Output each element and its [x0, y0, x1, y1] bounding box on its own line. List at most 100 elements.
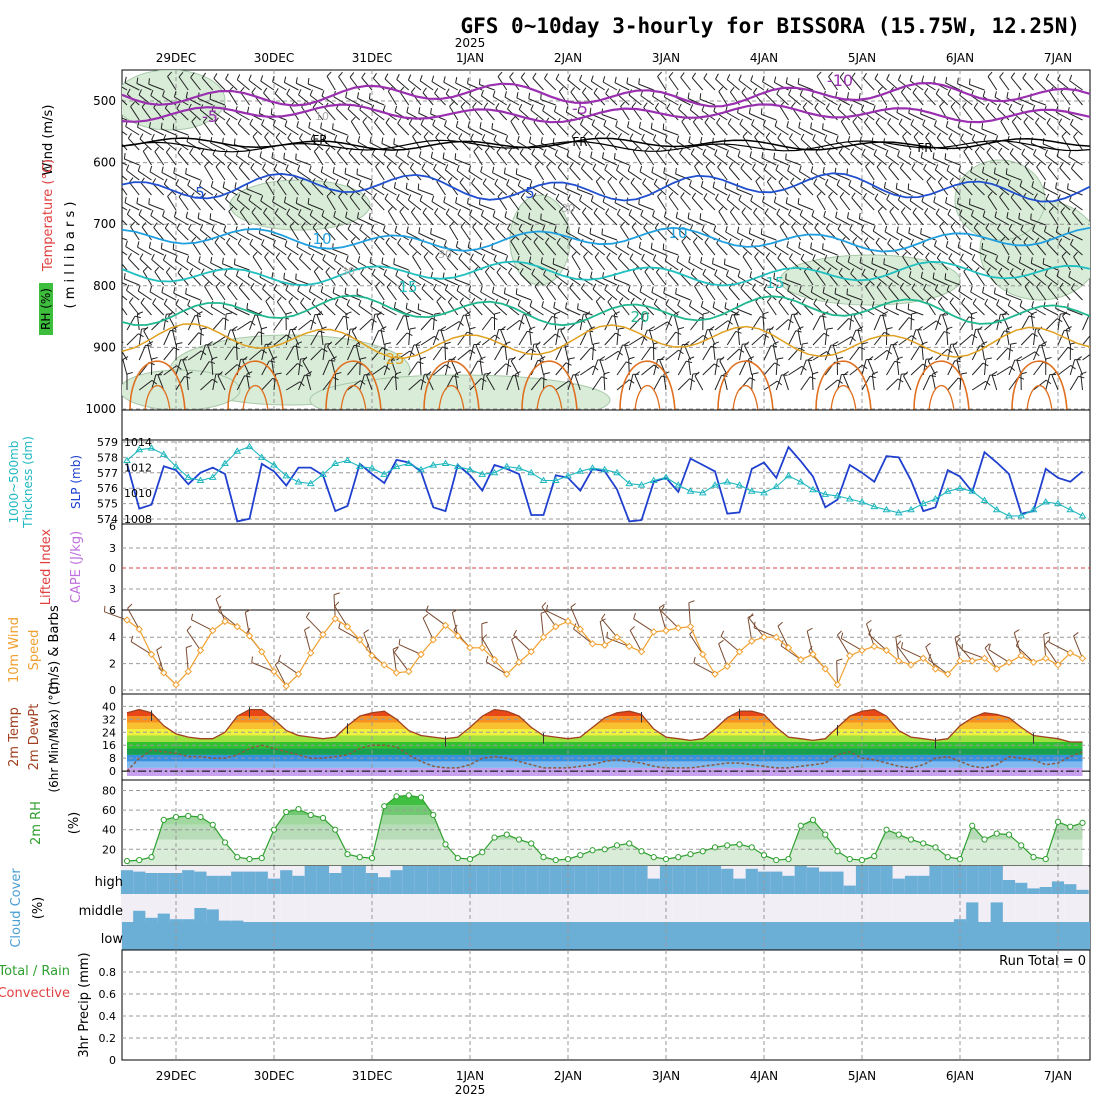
wind-barb-flag [838, 267, 843, 274]
wind-barb-flag [412, 131, 417, 137]
wind-barb-flag [325, 267, 331, 273]
wind-barb [773, 278, 789, 286]
wind-barb [602, 277, 618, 286]
rh-point [479, 849, 486, 856]
wind-barb-flag [835, 211, 838, 218]
wind-barb [798, 127, 814, 136]
wind-barb [701, 186, 716, 196]
wind-barb [974, 271, 985, 286]
wind-barb-flag [497, 191, 503, 197]
cloud-cell [500, 866, 513, 894]
wind-barb-flag [632, 146, 638, 152]
wind-barb [1024, 286, 1034, 301]
wind-barb-flag [642, 298, 647, 304]
wind-barb [484, 271, 495, 286]
wind-barb [484, 151, 495, 166]
wind-barb [579, 314, 584, 331]
wind-barb [209, 218, 226, 226]
wind-barb [435, 257, 446, 271]
wind-barb [984, 374, 991, 391]
wind-speed-point [833, 681, 842, 689]
wind-barb [900, 91, 912, 106]
wind-barb-flag [1039, 344, 1046, 347]
wind-barb-flag [1076, 356, 1082, 361]
wind-barb-flag [210, 257, 213, 264]
contour-label: 30 [561, 202, 575, 215]
wind-barb [922, 375, 931, 391]
wind-barb-flag [492, 166, 495, 173]
wind-barb-flag [407, 194, 412, 201]
wind-barb [957, 203, 973, 211]
wind-barb [773, 158, 789, 166]
wind-barb [508, 152, 520, 166]
wind-barb-flag [701, 224, 705, 231]
wind-barb-flag [185, 211, 188, 218]
wind-barb [960, 138, 973, 151]
wind-barb-flag [1068, 150, 1071, 157]
cloud-cell-bg [353, 894, 366, 922]
wind-barb-flag [148, 122, 152, 129]
wind-barb-flag [460, 101, 466, 108]
wind-barb [764, 213, 777, 226]
wind-barb [504, 216, 520, 226]
wind-barb [127, 213, 140, 226]
wind-barb [592, 288, 606, 301]
wind-barb [471, 302, 483, 316]
wind-barb-flag [630, 177, 635, 184]
temp-tick-label: 0 [109, 765, 116, 778]
wind-barb-flag [273, 163, 278, 170]
wind-barb [633, 618, 655, 633]
cloud-cell [182, 919, 195, 922]
wind-barb-flag [987, 191, 993, 197]
wind-barb [763, 289, 777, 301]
wind-barb-flag [925, 132, 930, 138]
wind-barb-flag [604, 284, 608, 290]
wind-barb [837, 336, 852, 346]
wind-barb [761, 113, 777, 121]
wind-barb-flag [1030, 257, 1033, 264]
wind-barb [201, 197, 214, 211]
wind-barb-flag [946, 284, 950, 291]
wind-tick-label: 2 [109, 658, 116, 671]
wind-barb [543, 274, 557, 286]
wind-barb [336, 228, 348, 241]
wind-barb-flag [945, 77, 948, 84]
wind-barb-flag [558, 206, 564, 212]
wind-barb [469, 344, 475, 361]
rh-point [846, 856, 853, 863]
wind-barb-flag [480, 166, 483, 173]
wind-barb [369, 218, 385, 226]
thickness-point [711, 481, 719, 488]
wind-barb-flag [420, 356, 427, 360]
wind-barb-flag [494, 334, 500, 340]
wind-barb-flag [567, 194, 571, 201]
wind-barb [124, 202, 140, 211]
wind-barb-flag [982, 166, 985, 173]
temp-band [127, 735, 1083, 742]
wind-barb [839, 76, 851, 91]
cloud-cell [904, 875, 918, 894]
wind-barb [982, 292, 997, 301]
cloud-cover-panel [120, 865, 1091, 951]
wind-barb-flag [176, 103, 181, 109]
thickness-point [551, 476, 560, 483]
cloud-cell [635, 866, 648, 894]
wind-barb-flag [628, 209, 632, 216]
wind-barb [753, 627, 777, 638]
wind-barb-flag [606, 252, 611, 259]
wind-barb [996, 366, 1011, 376]
temp-band [127, 729, 1083, 736]
wind-barb-flag [1035, 237, 1040, 244]
wind-barb [811, 215, 826, 226]
wind-barb-flag [712, 181, 715, 188]
wind-barb [361, 77, 373, 91]
wind-barb-flag [136, 77, 139, 84]
wind-barb-flag [137, 165, 141, 172]
wind-barb [275, 257, 287, 271]
slp-tick-label: 1012 [124, 462, 152, 475]
wind-barb-flag [601, 228, 603, 235]
wind-barb [309, 94, 324, 106]
wind-barb-flag [713, 225, 717, 232]
wind-barb-flag [337, 267, 342, 273]
